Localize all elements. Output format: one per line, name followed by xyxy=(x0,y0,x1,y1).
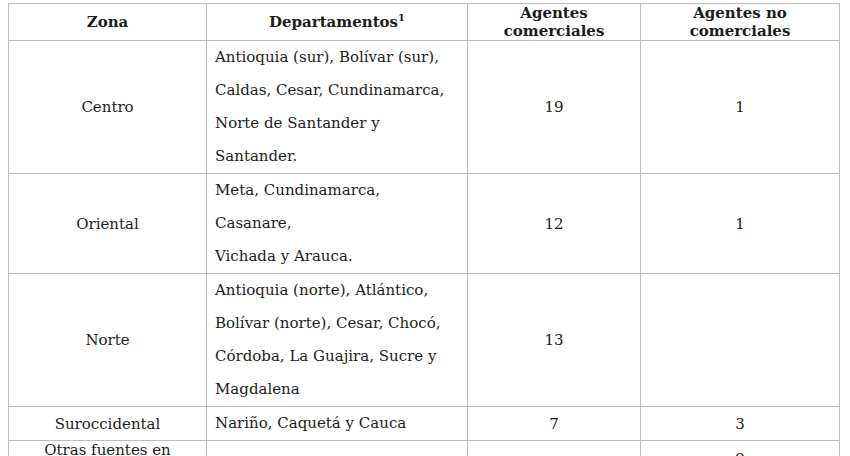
table-row-oriental: Oriental Meta, Cundinamarca, Casanare, V… xyxy=(9,174,840,274)
cell-agentes-comerciales: 7 xyxy=(468,407,641,441)
cell-agentes-no-comerciales xyxy=(641,274,840,407)
table-row-norte: Norte Antioquia (norte), Atlántico, Bolí… xyxy=(9,274,840,407)
cell-departamentos: Nariño, Caquetá y Cauca xyxy=(207,407,468,441)
header-row: Zona Departamentos1 Agentes comerciales … xyxy=(9,4,840,41)
cell-agentes-no-comerciales: 1 xyxy=(641,41,840,174)
table-row-centro: Centro Antioquia (sur), Bolívar (sur), C… xyxy=(9,41,840,174)
col-header-agentes-comerciales: Agentes comerciales xyxy=(468,4,641,41)
col-header-departamentos: Departamentos1 xyxy=(207,4,468,41)
zones-agents-table: Zona Departamentos1 Agentes comerciales … xyxy=(8,3,840,456)
cell-agentes-comerciales: 13 xyxy=(468,274,641,407)
cell-agentes-no-comerciales: 3 xyxy=(641,407,840,441)
cell-zona: Otras fuentes en eventos xyxy=(9,441,207,456)
cell-zona: Suroccidental xyxy=(9,407,207,441)
table-row-suroccidental: Suroccidental Nariño, Caquetá y Cauca 7 … xyxy=(9,407,840,441)
cell-agentes-no-comerciales: 9 xyxy=(641,441,840,456)
cell-zona: Oriental xyxy=(9,174,207,274)
cell-departamentos: Meta, Cundinamarca, Casanare, Vichada y … xyxy=(207,174,468,274)
cell-zona: Norte xyxy=(9,274,207,407)
cell-departamentos: Antioquia (norte), Atlántico, Bolívar (n… xyxy=(207,274,468,407)
cell-agentes-no-comerciales: 1 xyxy=(641,174,840,274)
col-header-zona: Zona xyxy=(9,4,207,41)
cell-departamentos: Antioquia (sur), Bolívar (sur), Caldas, … xyxy=(207,41,468,174)
cell-agentes-comerciales: 12 xyxy=(468,174,641,274)
cell-departamentos xyxy=(207,441,468,456)
col-header-agentes-no-comerciales: Agentes no comerciales xyxy=(641,4,840,41)
cell-zona: Centro xyxy=(9,41,207,174)
cell-agentes-comerciales xyxy=(468,441,641,456)
footnote-marker: 1 xyxy=(398,12,405,23)
cell-agentes-comerciales: 19 xyxy=(468,41,641,174)
table-row-otras-fuentes: Otras fuentes en eventos 9 xyxy=(9,441,840,456)
